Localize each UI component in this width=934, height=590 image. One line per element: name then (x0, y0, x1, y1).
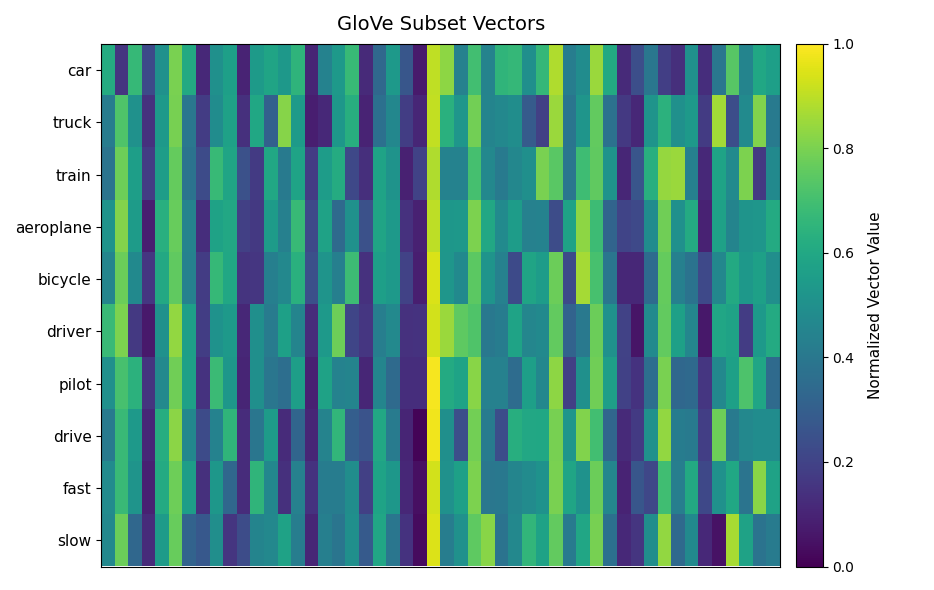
Y-axis label: Normalized Vector Value: Normalized Vector Value (868, 211, 884, 399)
Title: GloVe Subset Vectors: GloVe Subset Vectors (336, 15, 545, 34)
